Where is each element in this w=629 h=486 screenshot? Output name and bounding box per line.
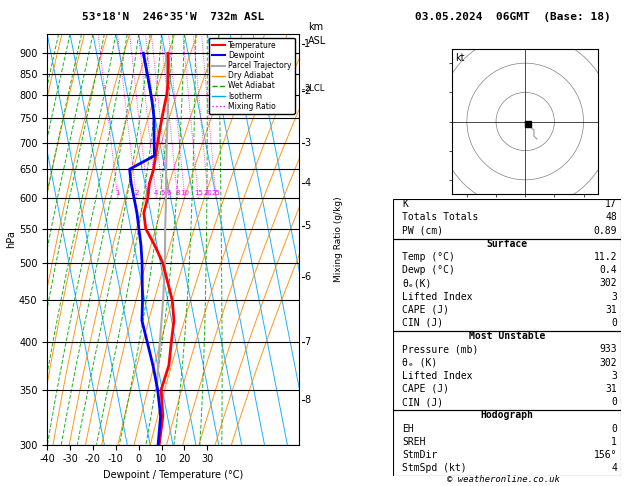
Text: 31: 31 xyxy=(605,384,617,394)
Text: 933: 933 xyxy=(599,345,617,354)
Text: Pressure (mb): Pressure (mb) xyxy=(403,345,479,354)
Text: 0: 0 xyxy=(611,423,617,434)
Text: 03.05.2024  06GMT  (Base: 18): 03.05.2024 06GMT (Base: 18) xyxy=(415,12,611,22)
Text: ASL: ASL xyxy=(308,36,326,46)
Text: 31: 31 xyxy=(605,305,617,315)
Text: 11.2: 11.2 xyxy=(593,252,617,262)
Text: 0: 0 xyxy=(611,318,617,328)
Text: 48: 48 xyxy=(605,212,617,223)
Bar xyxy=(393,199,621,239)
Text: kt: kt xyxy=(455,53,465,63)
Text: 1: 1 xyxy=(611,437,617,447)
Text: 302: 302 xyxy=(599,278,617,288)
Text: 156°: 156° xyxy=(593,450,617,460)
Text: Surface: Surface xyxy=(487,239,528,249)
Text: K: K xyxy=(403,199,408,209)
Text: 4: 4 xyxy=(154,190,159,196)
Text: 4: 4 xyxy=(611,463,617,473)
Text: 5: 5 xyxy=(304,221,311,230)
Text: © weatheronline.co.uk: © weatheronline.co.uk xyxy=(447,474,560,484)
Text: Mixing Ratio (g/kg): Mixing Ratio (g/kg) xyxy=(333,196,343,282)
Text: 2: 2 xyxy=(134,190,138,196)
Text: Temp (°C): Temp (°C) xyxy=(403,252,455,262)
Text: 7: 7 xyxy=(304,337,311,347)
Text: SREH: SREH xyxy=(403,437,426,447)
Text: θₑ (K): θₑ (K) xyxy=(403,358,438,367)
X-axis label: Dewpoint / Temperature (°C): Dewpoint / Temperature (°C) xyxy=(103,470,243,480)
Text: Dewp (°C): Dewp (°C) xyxy=(403,265,455,275)
Text: 1: 1 xyxy=(116,190,120,196)
Text: 1: 1 xyxy=(304,38,311,49)
Text: 3: 3 xyxy=(145,190,150,196)
Text: StmSpd (kt): StmSpd (kt) xyxy=(403,463,467,473)
Text: 5: 5 xyxy=(161,190,165,196)
Text: 2: 2 xyxy=(304,86,311,96)
Text: CAPE (J): CAPE (J) xyxy=(403,384,449,394)
Bar xyxy=(393,410,621,476)
Text: θₑ(K): θₑ(K) xyxy=(403,278,431,288)
Text: Lifted Index: Lifted Index xyxy=(403,292,473,302)
Text: Lifted Index: Lifted Index xyxy=(403,371,473,381)
Text: 53°18'N  246°35'W  732m ASL: 53°18'N 246°35'W 732m ASL xyxy=(82,12,264,22)
Text: 6: 6 xyxy=(304,272,311,282)
Text: 0.4: 0.4 xyxy=(599,265,617,275)
Text: StmDir: StmDir xyxy=(403,450,438,460)
Text: 8: 8 xyxy=(304,395,311,405)
Text: 3: 3 xyxy=(304,138,311,148)
Text: 20: 20 xyxy=(204,190,213,196)
Text: km: km xyxy=(308,21,323,32)
Text: 10: 10 xyxy=(181,190,189,196)
Text: 0: 0 xyxy=(611,397,617,407)
Text: 4: 4 xyxy=(304,178,311,188)
Text: 15: 15 xyxy=(194,190,203,196)
Bar xyxy=(393,331,621,410)
Text: 17: 17 xyxy=(605,199,617,209)
Text: 3: 3 xyxy=(611,292,617,302)
Text: 302: 302 xyxy=(599,358,617,367)
Text: Hodograph: Hodograph xyxy=(481,410,534,420)
Text: EH: EH xyxy=(403,423,414,434)
Y-axis label: hPa: hPa xyxy=(6,230,16,248)
Text: Most Unstable: Most Unstable xyxy=(469,331,545,341)
Text: 8: 8 xyxy=(175,190,180,196)
Text: CIN (J): CIN (J) xyxy=(403,318,443,328)
Text: CAPE (J): CAPE (J) xyxy=(403,305,449,315)
Legend: Temperature, Dewpoint, Parcel Trajectory, Dry Adiabat, Wet Adiabat, Isotherm, Mi: Temperature, Dewpoint, Parcel Trajectory… xyxy=(209,38,295,114)
Text: CIN (J): CIN (J) xyxy=(403,397,443,407)
Text: 3: 3 xyxy=(611,371,617,381)
Bar xyxy=(393,239,621,331)
Text: 0.89: 0.89 xyxy=(593,226,617,236)
Text: PW (cm): PW (cm) xyxy=(403,226,443,236)
Text: Totals Totals: Totals Totals xyxy=(403,212,479,223)
Text: 25: 25 xyxy=(211,190,220,196)
Text: 6: 6 xyxy=(166,190,171,196)
Text: 2LCL: 2LCL xyxy=(304,84,325,93)
